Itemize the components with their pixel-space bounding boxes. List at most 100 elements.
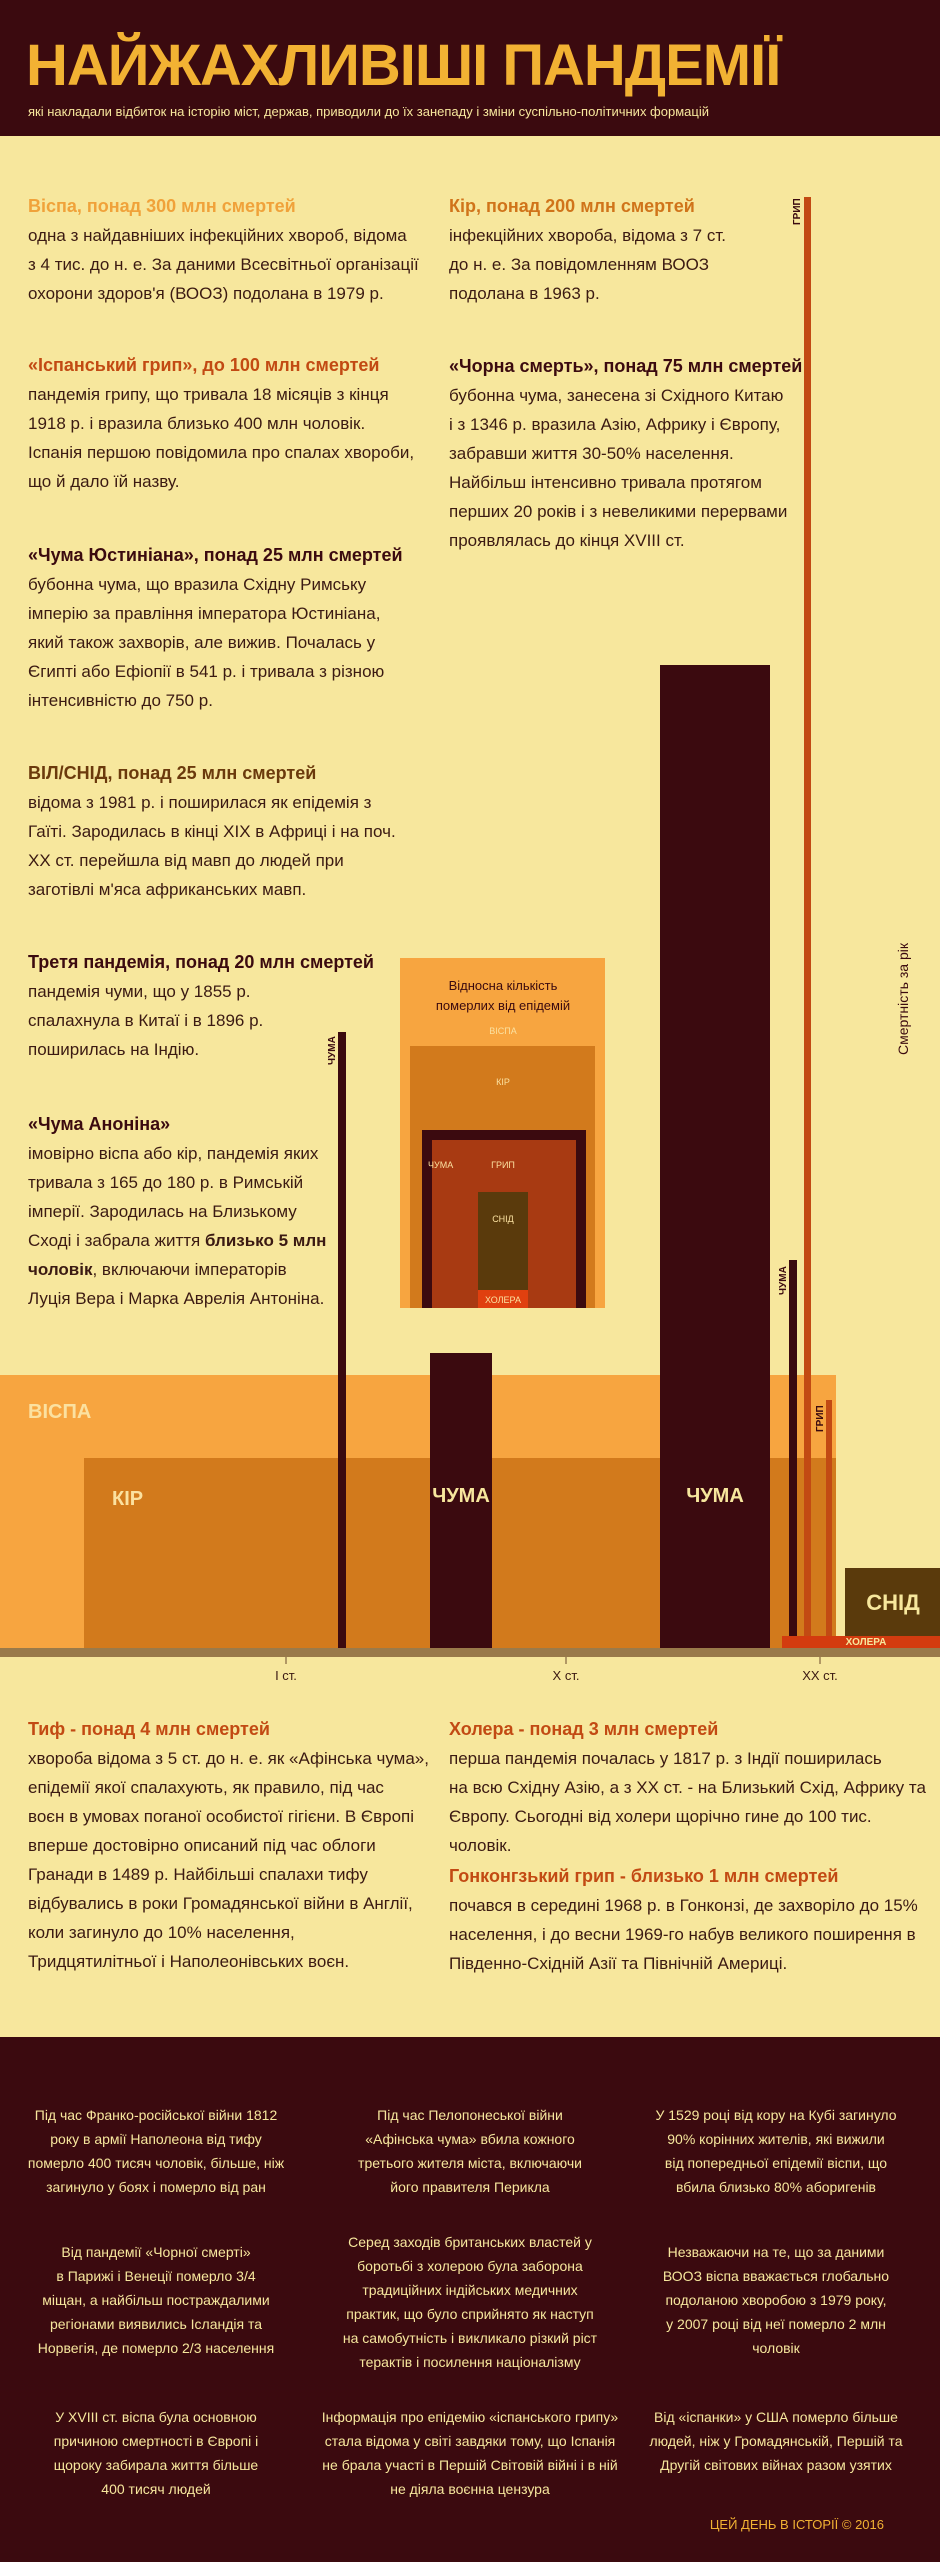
desc-measles: Кір, понад 200 млн смертей інфекційних х… xyxy=(449,192,829,308)
fact-line: чоловік xyxy=(752,2340,800,2356)
desc-line: пандемія чуми, що у 1855 р. xyxy=(28,982,251,1001)
desc-title: ВІЛ/СНІД, понад 25 млн смертей xyxy=(28,763,317,783)
desc-line: чоловік, включаючи імператорів xyxy=(28,1255,398,1284)
desc-title: Гонконгзький грип - близько 1 млн смерте… xyxy=(449,1866,839,1886)
desc-line: Найбільш інтенсивно тривала протягом xyxy=(449,473,762,492)
desc-title: Кір, понад 200 млн смертей xyxy=(449,196,695,216)
relative-panel-flu xyxy=(432,1140,576,1308)
fact-line: померло 400 тисяч чоловік, більше, ніж xyxy=(27,2155,285,2171)
fact-5: Серед заходів британських властей у боро… xyxy=(330,2230,610,2374)
desc-line: забравши життя 30-50% населення. xyxy=(449,444,734,463)
fact-line: Інформація про епідемію «іспанського гри… xyxy=(321,2409,619,2425)
fact-line: його правителя Перикла xyxy=(390,2179,550,2195)
desc-line: інфекційних хвороба, відома з 7 ст. xyxy=(449,226,726,245)
desc-black-death: «Чорна смерть», понад 75 млн смертей буб… xyxy=(449,352,829,555)
fact-line: у 2007 році від неї померло 2 млн xyxy=(666,2316,886,2332)
fact-line: 90% корінних жителів, які вижили xyxy=(667,2131,885,2147)
desc-title: «Чума Анонiна» xyxy=(28,1114,171,1134)
desc-line: пандемія грипу, що тривала 18 місяців з … xyxy=(28,385,389,404)
desc-line: відома з 1981 р. і поширилася як епідемі… xyxy=(28,793,372,812)
band-2 xyxy=(430,1353,492,1655)
fact-line: Незважаючи на те, що за даними xyxy=(667,2244,885,2260)
x-tick-label: XX ст. xyxy=(802,1668,838,1683)
y-axis-label: Смертність за рік xyxy=(895,942,911,1055)
fact-line: в Парижі і Венеції померло 3/4 xyxy=(56,2268,256,2284)
desc-line: населення, і до весни 1969-го набув вели… xyxy=(449,1925,916,1944)
desc-line: почався в середині 1968 р. в Гонконзі, д… xyxy=(449,1896,918,1915)
desc-text: , включаючи імператорів xyxy=(92,1260,287,1279)
desc-line: Гаїті. Зародилась в кінці XIX в Африці і… xyxy=(28,822,396,841)
desc-line: вперше достовірно описаний під час облог… xyxy=(28,1836,376,1855)
desc-title: «Іспанський грип», до 100 млн смертей xyxy=(28,355,380,375)
page-title: НАЙЖАХЛИВІШІ ПАНДЕМІЇ xyxy=(26,33,781,98)
fact-line: Норвегія, де померло 2/3 населення xyxy=(37,2340,275,2356)
fact-6: Незважаючи на те, що за даними ВООЗ вісп… xyxy=(636,2240,916,2360)
desc-line: імперії. Зародилась на Близькому xyxy=(28,1202,297,1221)
desc-title: Віспа, понад 300 млн смертей xyxy=(28,196,296,216)
x-tick-label: X ст. xyxy=(553,1668,580,1683)
fact-line: подоланою хворобою з 1979 року, xyxy=(665,2292,887,2308)
desc-title: Третя пандемія, понад 20 млн смертей xyxy=(28,952,374,972)
band-3 xyxy=(660,665,770,1655)
desc-line: Південно-Східній Азії та Північній Амери… xyxy=(449,1954,788,1973)
fact-line: Під час Пелопонеської війни xyxy=(377,2107,563,2123)
fact-line: Під час Франко-російської війни 1812 xyxy=(34,2107,278,2123)
fact-line: регіонами виявились Ісландія та xyxy=(49,2316,263,2332)
relative-panel-title: померлих від епідемій xyxy=(436,998,570,1013)
desc-line: інтенсивністю до 750 р. xyxy=(28,691,213,710)
desc-title: Холера - понад 3 млн смертей xyxy=(449,1719,719,1739)
desc-line: Європу. Сьогодні від холери щорічно гине… xyxy=(449,1807,872,1855)
fact-line: загинуло у боях і померло від ран xyxy=(46,2179,266,2195)
band-8 xyxy=(826,1400,832,1655)
fact-line: не брала участі в Першій Світовій війні … xyxy=(322,2457,618,2473)
desc-line: відбувались в роки Громадянської війни в… xyxy=(28,1894,413,1913)
desc-line: Сході і забрала життя близько 5 млн xyxy=(28,1226,398,1255)
desc-line: з 4 тис. до н. е. За даними Всесвітньої … xyxy=(28,255,419,274)
band-9 xyxy=(782,1636,940,1648)
desc-highlight: чоловік xyxy=(28,1260,93,1279)
fact-line: Від пандемії «Чорної смерті» xyxy=(61,2244,251,2260)
desc-line: до н. е. За повідомленням ВООЗ xyxy=(449,255,710,274)
fact-line: У XVIII ст. віспа була основною xyxy=(55,2409,257,2425)
desc-line: Гранади в 1489 р. Найбільші спалахи тифу xyxy=(28,1865,368,1884)
desc-spanish-flu: «Іспанський грип», до 100 млн смертей па… xyxy=(28,351,428,496)
fact-3: У 1529 році від кору на Кубі загинуло 90… xyxy=(636,2103,916,2199)
band-label-flu-2: ГРИП xyxy=(815,1405,826,1432)
fact-line: від попередньої епідемії віспи, що xyxy=(664,2155,888,2171)
desc-line: коли загинуло до 10% населення, xyxy=(28,1923,295,1942)
x-tick-label: I ст. xyxy=(275,1668,297,1683)
desc-highlight: близько 5 млн xyxy=(204,1231,327,1250)
relative-label-aids: СНІД xyxy=(492,1214,514,1224)
fact-line: 400 тисяч людей xyxy=(101,2481,211,2497)
desc-title: «Чума Юстиніана», понад 25 млн смертей xyxy=(28,545,403,565)
desc-line: одна з найдавніших інфекційних хвороб, в… xyxy=(28,226,407,245)
desc-line: епідемії якої спалахують, як правило, пі… xyxy=(28,1778,384,1797)
page-subtitle: які накладали відбиток на історію міст, … xyxy=(28,104,709,119)
relative-panel-plague xyxy=(422,1130,586,1308)
desc-line: подолана в 1963 р. xyxy=(449,284,600,303)
band-label-smallpox: ВІСПА xyxy=(28,1401,91,1423)
relative-label-measles: КІР xyxy=(496,1077,510,1087)
band-label-justinian: ЧУМА xyxy=(432,1485,490,1507)
desc-line: поширилась на Індію. xyxy=(28,1040,200,1059)
relative-panel-measles xyxy=(410,1046,595,1308)
band-label-measles: КІР xyxy=(112,1488,143,1510)
desc-title: Тиф - понад 4 млн смертей xyxy=(28,1719,270,1739)
relative-label-plague: ЧУМА xyxy=(428,1160,453,1170)
fact-line: Серед заходів британських властей у xyxy=(348,2234,592,2250)
desc-line: проявлялась до кінця XVIII ст. xyxy=(449,531,685,550)
desc-hong-kong-flu: Гонконгзький грип - близько 1 млн смерте… xyxy=(449,1862,929,1978)
desc-line: і з 1346 р. вразила Азію, Африку і Європ… xyxy=(449,415,781,434)
fact-line: Другій світових війнах разом узятих xyxy=(660,2457,892,2473)
desc-line: заготівлі м'яса африканських мавп. xyxy=(28,880,307,899)
desc-line: Іспанія першою повідомила про спалах хво… xyxy=(28,443,415,462)
desc-line: охорони здоров'я (ВООЗ) подолана в 1979 … xyxy=(28,284,384,303)
band-label-black-death: ЧУМА xyxy=(686,1485,744,1507)
relative-panel-smallpox xyxy=(400,958,605,1308)
fact-line: Від «іспанки» у США померло більше xyxy=(654,2409,898,2425)
desc-line: Луція Вера і Марка Аврелія Антоніна. xyxy=(28,1289,325,1308)
relative-panel-aids xyxy=(478,1192,528,1290)
fact-7: У XVIII ст. віспа була основною причиною… xyxy=(16,2405,296,2501)
fact-line: причиною смертності в Європі і xyxy=(53,2433,259,2449)
desc-line: 1918 р. і вразила близько 400 млн чолові… xyxy=(28,414,366,433)
